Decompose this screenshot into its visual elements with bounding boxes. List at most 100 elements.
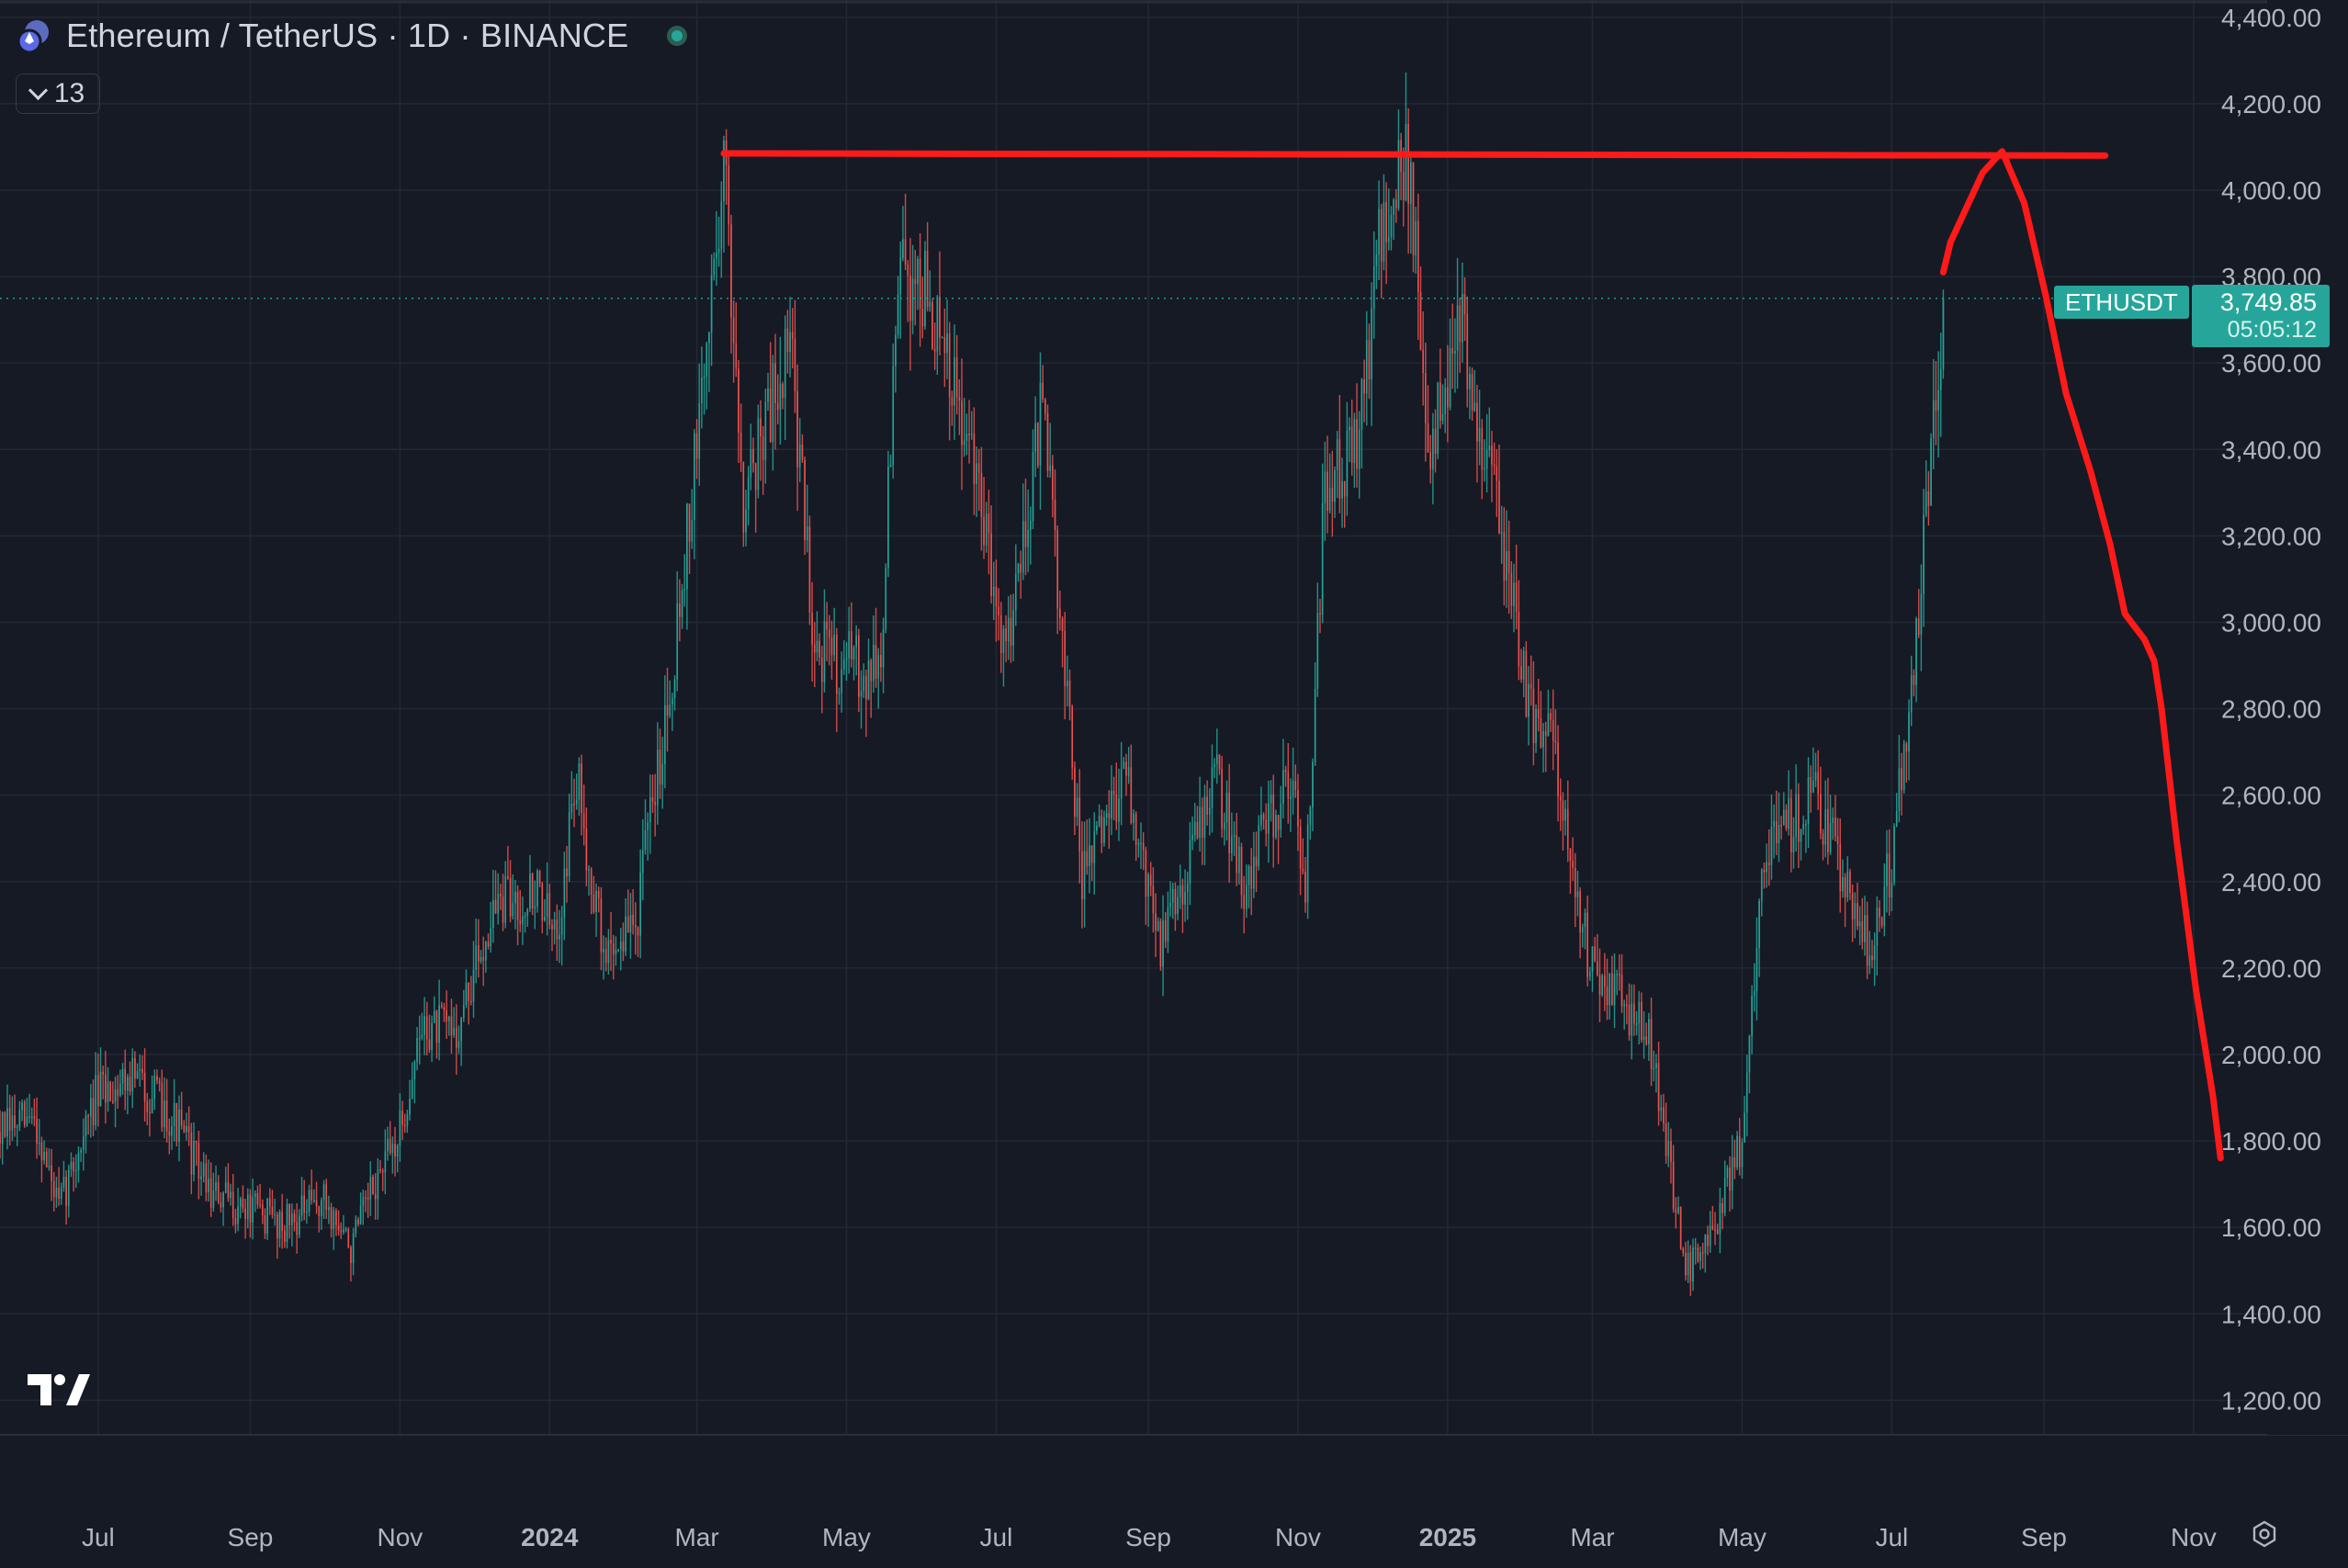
candle-body	[428, 1039, 431, 1051]
candle-body	[328, 1207, 330, 1211]
price-tick-label: 1,800.00	[2221, 1127, 2321, 1156]
candle-body	[1272, 795, 1275, 838]
candle-body	[1346, 430, 1349, 497]
candle-body	[504, 875, 507, 923]
candle-body	[381, 1170, 384, 1173]
indicators-toggle-button[interactable]: 13	[16, 73, 100, 114]
candle-body	[119, 1083, 121, 1096]
candle-body	[1177, 897, 1179, 915]
candle-body	[691, 520, 694, 542]
candle-body	[208, 1179, 209, 1193]
candle-body	[406, 1114, 409, 1126]
candle-body	[67, 1169, 70, 1206]
candle-body	[1184, 891, 1186, 905]
candle-body	[1891, 882, 1893, 897]
candle-body	[114, 1089, 117, 1102]
candle-body	[1262, 814, 1265, 820]
candle-body	[1707, 1235, 1709, 1247]
candle-body	[1407, 123, 1409, 204]
candle-body	[1631, 1003, 1633, 1036]
candle-body	[1268, 803, 1270, 834]
candle-body	[1253, 856, 1255, 889]
candle-body	[1876, 908, 1879, 946]
candle-body	[921, 309, 924, 327]
candle-body	[8, 1108, 11, 1131]
candle-body	[1334, 469, 1336, 502]
candle-body	[92, 1098, 95, 1126]
candle-body	[585, 828, 588, 871]
candle-body	[1488, 446, 1491, 451]
candle-body	[637, 927, 639, 936]
candle-body	[1675, 1209, 1677, 1213]
candle-body	[1532, 688, 1535, 744]
candle-body	[220, 1201, 222, 1208]
candle-body	[828, 629, 830, 638]
candle-body	[1866, 915, 1868, 966]
price-axis[interactable]: 1,200.00 1,400.00 1,600.00 1,800.00 2,000.00…	[2221, 0, 2348, 1435]
candle-body	[1800, 829, 1802, 842]
candle-body	[396, 1145, 399, 1157]
candle-body	[1861, 921, 1864, 942]
drawings[interactable]	[720, 148, 2224, 1162]
candle-body	[433, 1010, 435, 1023]
candle-body	[109, 1081, 112, 1101]
candle-body	[1780, 825, 1782, 827]
candle-body	[1189, 840, 1191, 884]
candle-body	[1328, 487, 1331, 512]
candle-body	[604, 948, 607, 964]
candle-body	[440, 1005, 443, 1008]
candle-body	[4, 1112, 6, 1137]
candle-body	[1682, 1248, 1685, 1253]
candle-body	[747, 477, 750, 510]
candle-body	[1056, 530, 1059, 609]
candle-body	[1613, 974, 1616, 1006]
candle-body	[1648, 1019, 1650, 1044]
chevron-down-icon	[28, 80, 48, 100]
time-axis[interactable]: Jul Sep Nov 2024 Mar May Jul Sep Nov 2025 Mar May Ju…	[82, 1523, 2217, 1551]
candle-body	[629, 915, 632, 932]
candle-body	[1449, 347, 1451, 408]
candle-body	[186, 1125, 187, 1133]
candle-body	[933, 348, 936, 352]
candle-body	[450, 1016, 453, 1036]
candle-body	[977, 463, 980, 473]
candle-body	[882, 628, 885, 668]
candle-body	[1689, 1252, 1692, 1282]
candle-body	[654, 801, 656, 806]
candle-body	[394, 1144, 396, 1157]
candle-body	[1294, 780, 1297, 791]
gear-icon[interactable]	[2251, 1520, 2278, 1548]
candle-body	[482, 956, 485, 961]
candle-body	[1096, 826, 1098, 831]
candle-body	[443, 1007, 446, 1011]
candle-body	[1022, 521, 1024, 573]
candle-body	[1321, 502, 1324, 615]
candle-body	[1429, 452, 1432, 470]
candle-body	[1925, 491, 1927, 515]
candle-body	[1753, 991, 1755, 997]
symbol-title[interactable]: Ethereum / TetherUS · 1D · BINANCE	[66, 17, 629, 54]
candle-body	[65, 1177, 67, 1206]
candle-body	[131, 1057, 134, 1092]
candle-body	[672, 698, 673, 705]
candle-body	[256, 1193, 259, 1205]
candle-body	[1350, 426, 1353, 464]
candle-body	[961, 400, 963, 446]
candle-body	[268, 1198, 271, 1207]
candle-body	[895, 334, 897, 367]
candle-body	[143, 1072, 146, 1102]
candle-body	[1932, 400, 1935, 439]
candle-body	[681, 590, 683, 617]
market-status-dot-icon[interactable]	[667, 26, 688, 46]
candle-body	[438, 1005, 440, 1043]
candle-body	[801, 444, 804, 460]
candle-body	[1451, 347, 1454, 354]
candle-body	[698, 403, 701, 459]
tradingview-logo-icon[interactable]	[26, 1369, 92, 1414]
candle-body	[1500, 532, 1503, 534]
candle-body	[1798, 794, 1800, 842]
candle-body	[1437, 382, 1439, 454]
candle-body	[1027, 530, 1029, 547]
time-tick-label: Mar	[1570, 1523, 1614, 1551]
